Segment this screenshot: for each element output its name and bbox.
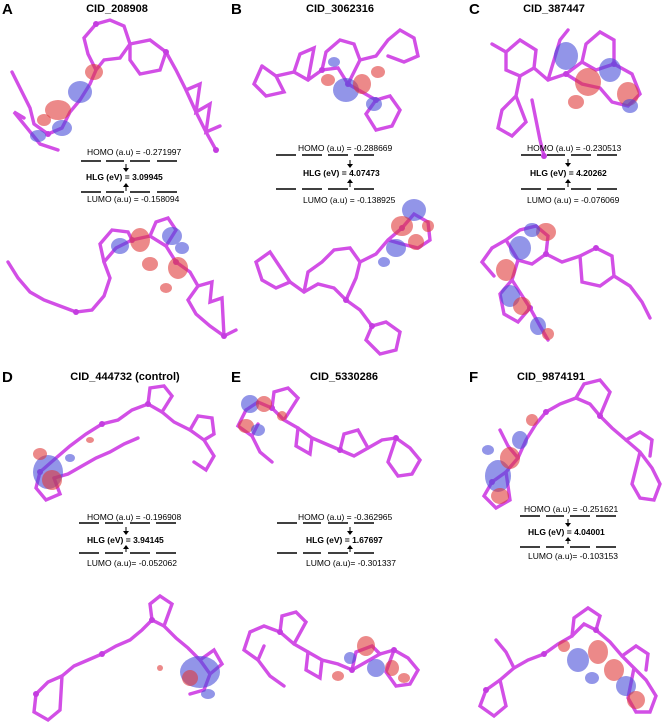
lumo-molecule [32, 593, 225, 723]
hlg-value: 1.67697 [352, 535, 383, 545]
panel-title: CID_5330286 [310, 371, 378, 383]
svg-text:HLG (eV) = 4.04001: HLG (eV) = 4.04001 [528, 527, 605, 537]
homo-molecule [251, 27, 420, 132]
panel-letter: A [2, 1, 13, 18]
lumo-molecule [253, 199, 434, 356]
panel-d: D CID_444732 (control) HOMO (a.u) = -0.1… [2, 369, 225, 723]
energy-diagram: HOMO (a.u) = -0.271997 HLG (eV) = 3.0994… [81, 147, 182, 204]
svg-text:HLG (eV) = 4.07473: HLG (eV) = 4.07473 [303, 168, 380, 178]
homo-molecule [481, 378, 662, 511]
panel-letter: D [2, 369, 13, 386]
hlg-value: 4.04001 [574, 527, 605, 537]
lumo-energy-label: LUMO (a.u) = -0.076069 [527, 195, 620, 205]
panel-letter: B [231, 1, 242, 18]
energy-diagram: HOMO (a.u) = -0.251621 HLG (eV) = 4.0400… [520, 504, 619, 561]
panel-letter: C [469, 1, 480, 18]
homo-energy-label: HOMO (a.u) = -0.251621 [524, 504, 619, 514]
lumo-energy-label: LUMO (a.u)= -0.301337 [306, 558, 396, 568]
panel-title: CID_3062316 [306, 3, 374, 15]
hlg-value: 4.07473 [349, 168, 380, 178]
hlg-label: HLG (eV) = [86, 172, 132, 182]
lumo-energy-label: LUMO (a.u) = -0.158094 [87, 194, 180, 204]
homo-molecule [490, 28, 642, 159]
panel-a: A CID_208908 HOMO (a.u) = -0.271997 HLG … [2, 1, 238, 339]
homo-energy-label: HOMO (a.u) = -0.271997 [87, 147, 182, 157]
hlg-label: HLG (eV) = [528, 527, 574, 537]
svg-text:HLG (eV) = 4.20262: HLG (eV) = 4.20262 [530, 168, 607, 178]
energy-diagram: HOMO (a.u) = -0.196908 HLG (eV) = 3.9414… [79, 512, 182, 568]
energy-diagram: HOMO (a.u) = -0.362965 HLG (eV) = 1.6769… [277, 512, 396, 568]
homo-molecule [10, 18, 222, 153]
panel-b: B CID_3062316 HOMO (a.u) = -0.288669 HLG… [231, 1, 434, 356]
hlg-label: HLG (eV) = [303, 168, 349, 178]
homo-molecule [33, 384, 216, 503]
panel-title: CID_387447 [523, 3, 585, 15]
svg-text:HLG (eV) = 3.94145: HLG (eV) = 3.94145 [87, 535, 164, 545]
homo-energy-label: HOMO (a.u) = -0.288669 [298, 143, 393, 153]
panel-letter: E [231, 369, 241, 386]
lumo-molecule [241, 610, 421, 688]
lumo-energy-label: LUMO (a.u)= -0.103153 [528, 551, 618, 561]
panel-f: F CID_9874191 HOMO (a.u) = -0.251621 HLG… [469, 369, 662, 719]
panel-letter: F [469, 369, 478, 386]
panel-title: CID_444732 (control) [70, 371, 180, 383]
lumo-energy-label: LUMO (a.u)= -0.052062 [87, 558, 177, 568]
panel-title: CID_208908 [86, 3, 148, 15]
homo-molecule [235, 386, 423, 478]
hlg-value: 3.94145 [133, 535, 164, 545]
svg-text:HLG (eV) = 1.67697: HLG (eV) = 1.67697 [306, 535, 383, 545]
panel-e: E CID_5330286 HOMO (a.u) = -0.362965 HLG… [231, 369, 423, 688]
homo-energy-label: HOMO (a.u) = -0.362965 [298, 512, 393, 522]
panel-c: C CID_387447 HOMO (a.u) = -0.230513 HLG … [469, 1, 652, 342]
lumo-molecule [477, 605, 658, 719]
hlg-value: 3.09945 [132, 172, 163, 182]
energy-diagram: HOMO (a.u) = -0.288669 HLG (eV) = 4.0747… [276, 143, 396, 205]
hlg-label: HLG (eV) = [530, 168, 576, 178]
hlg-label: HLG (eV) = [87, 535, 133, 545]
hlg-value: 4.20262 [576, 168, 607, 178]
svg-text:HLG (eV) = 3.09945: HLG (eV) = 3.09945 [86, 172, 163, 182]
homo-energy-label: HOMO (a.u) = -0.230513 [527, 143, 622, 153]
hlg-label: HLG (eV) = [306, 535, 352, 545]
energy-diagram: HOMO (a.u) = -0.230513 HLG (eV) = 4.2026… [521, 143, 622, 205]
lumo-energy-label: LUMO (a.u) = -0.138925 [303, 195, 396, 205]
homo-energy-label: HOMO (a.u) = -0.196908 [87, 512, 182, 522]
panel-title: CID_9874191 [517, 371, 585, 383]
lumo-molecule [479, 223, 652, 342]
lumo-molecule [6, 215, 238, 339]
